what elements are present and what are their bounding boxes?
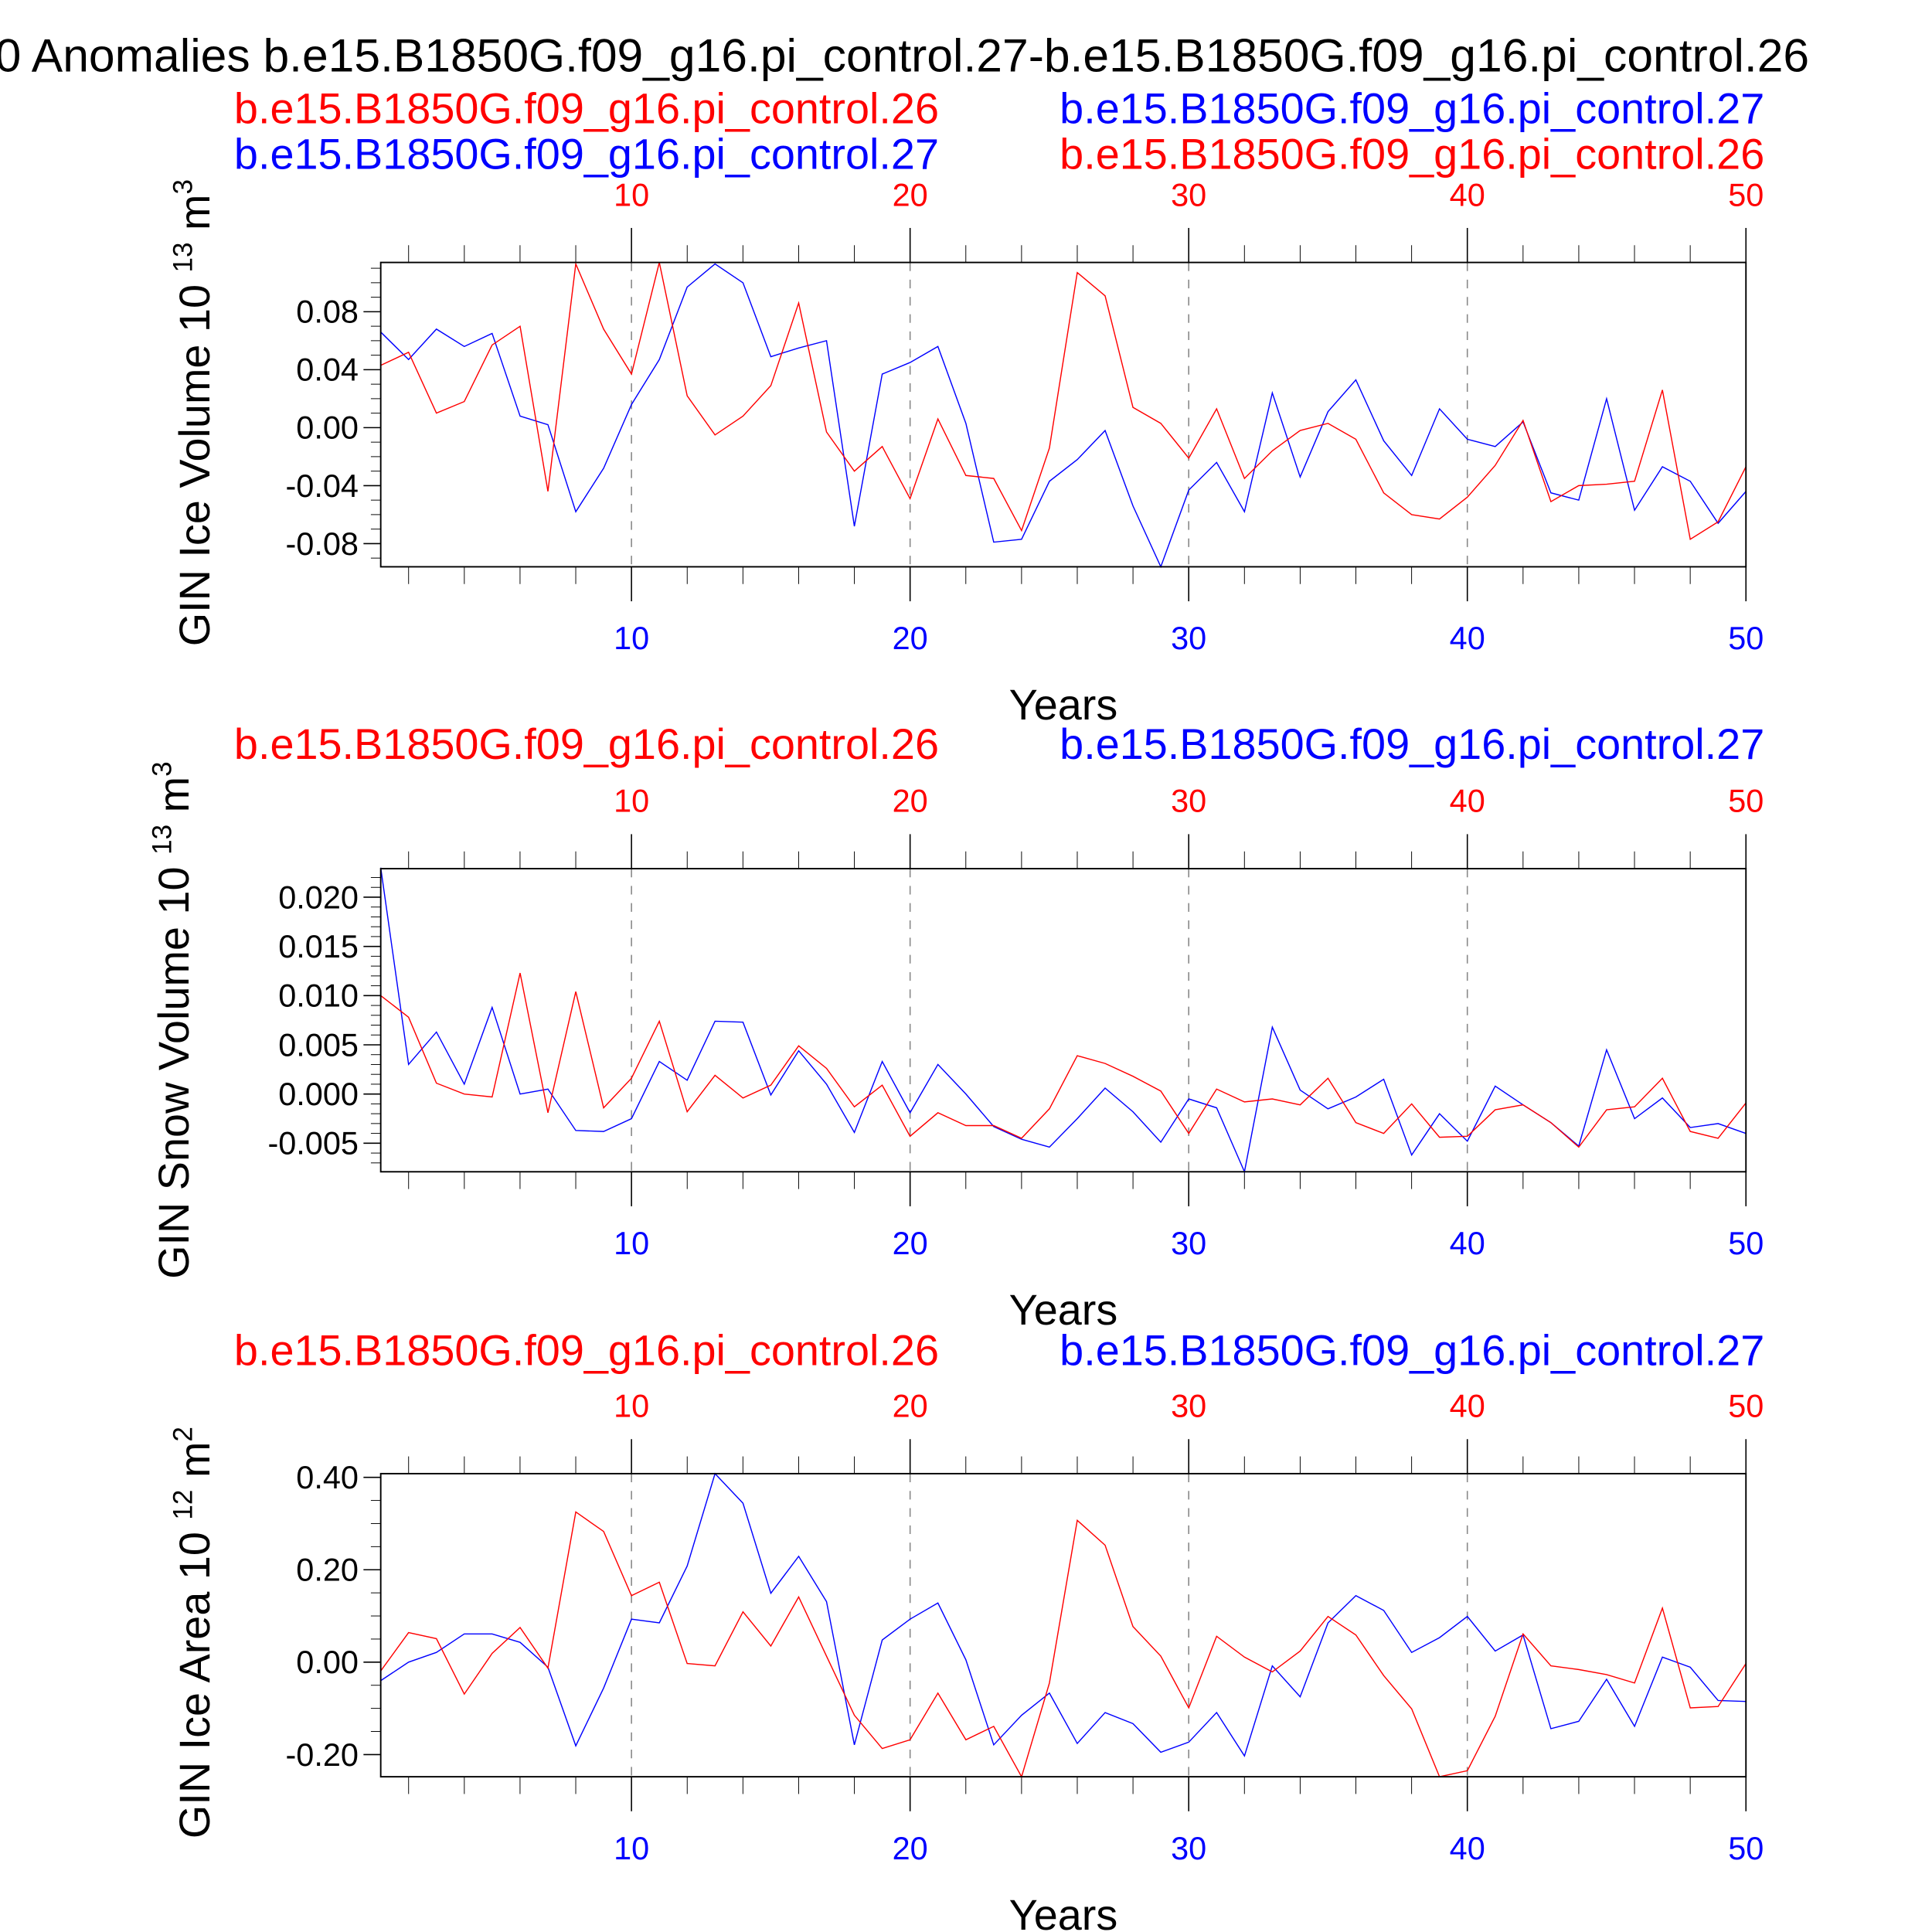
x-tick-label-top: 10 (614, 1388, 649, 1424)
x-tick-label-top: 30 (1171, 783, 1206, 819)
x-tick-label-bottom: 30 (1171, 620, 1206, 656)
y-axis-label: GIN Ice Area 10 12 m2 (168, 1427, 219, 1838)
x-tick-label-bottom: 20 (893, 1225, 928, 1261)
x-tick-label-bottom: 20 (893, 1830, 928, 1866)
x-tick-label-top: 50 (1728, 1388, 1764, 1424)
x-tick-label-top: 30 (1171, 176, 1206, 213)
x-axis-label: Years (1009, 1285, 1118, 1334)
y-tick-label: 0.020 (278, 879, 359, 915)
y-tick-label: 0.40 (296, 1459, 359, 1495)
x-tick-label-bottom: 10 (614, 1225, 649, 1261)
series-line-red (380, 1511, 1747, 1778)
plot-frame (379, 1472, 1747, 1778)
y-tick-label: 0.08 (296, 294, 359, 330)
run-label-lower-left: b.e15.B1850G.f09_g16.pi_control.27 (234, 129, 939, 178)
y-tick-label: -0.005 (267, 1125, 358, 1162)
y-tick-label: -0.04 (286, 468, 359, 504)
x-tick-label-bottom: 40 (1450, 620, 1485, 656)
series-line-blue (379, 867, 1747, 1174)
x-axis-label: Years (1009, 1890, 1118, 1932)
x-tick-label-bottom: 40 (1450, 1830, 1485, 1866)
y-tick-label: 0.005 (278, 1026, 359, 1063)
y-tick-label: 0.20 (296, 1552, 359, 1588)
x-tick-label-top: 10 (614, 783, 649, 819)
x-tick-label-bottom: 10 (614, 1830, 649, 1866)
run-label-upper-left: b.e15.B1850G.f09_g16.pi_control.26 (234, 83, 939, 132)
y-tick-label: 0.00 (296, 410, 359, 446)
panel-3: -0.20 0.00 0.20 0.40 10 10 20 20 30 30 40 40 50 50 Yea… (168, 1326, 1765, 1932)
x-tick-label-top: 30 (1171, 1388, 1206, 1424)
series-line-blue (380, 263, 1747, 569)
x-tick-label-bottom: 30 (1171, 1225, 1206, 1261)
x-tick-label-top: 20 (893, 176, 928, 213)
figure-title: 0 Anomalies b.e15.B1850G.f09_g16.pi_cont… (0, 29, 1809, 81)
panel-1: -0.08 -0.04 0.00 0.04 0.08 10 10 20 20 30 30 40 40 50… (168, 83, 1765, 729)
run-label-upper-right: b.e15.B1850G.f09_g16.pi_control.27 (1060, 83, 1764, 132)
series-line-red (380, 261, 1747, 541)
y-tick-label: 0.015 (278, 928, 359, 964)
x-tick-label-bottom: 50 (1728, 1830, 1764, 1866)
panel-2: -0.005 0.000 0.005 0.010 0.015 0.020 10 10 20 20 3… (148, 719, 1765, 1334)
run-label-upper-left: b.e15.B1850G.f09_g16.pi_control.26 (234, 1326, 939, 1375)
x-tick-label-top: 40 (1450, 176, 1485, 213)
y-axis-label: GIN Snow Volume 10 13 m3 (148, 761, 198, 1278)
x-tick-label-bottom: 30 (1171, 1830, 1206, 1866)
x-axis-label: Years (1009, 680, 1118, 729)
x-tick-label-top: 50 (1728, 783, 1764, 819)
y-tick-label: -0.08 (286, 526, 359, 562)
run-label-upper-right: b.e15.B1850G.f09_g16.pi_control.27 (1060, 1326, 1764, 1375)
y-axis-label: GIN Ice Volume 10 13 m3 (168, 179, 219, 646)
y-tick-label: 0.00 (296, 1644, 359, 1680)
x-tick-label-top: 40 (1450, 783, 1485, 819)
run-label-upper-left: b.e15.B1850G.f09_g16.pi_control.26 (234, 719, 939, 768)
x-tick-label-top: 20 (893, 783, 928, 819)
run-label-lower-right: b.e15.B1850G.f09_g16.pi_control.26 (1060, 129, 1764, 178)
x-tick-label-top: 20 (893, 1388, 928, 1424)
x-tick-label-bottom: 50 (1728, 620, 1764, 656)
x-tick-label-bottom: 20 (893, 620, 928, 656)
x-tick-label-top: 50 (1728, 176, 1764, 213)
x-tick-label-bottom: 10 (614, 620, 649, 656)
run-label-upper-right: b.e15.B1850G.f09_g16.pi_control.27 (1060, 719, 1764, 768)
x-tick-label-top: 40 (1450, 1388, 1485, 1424)
plot-frame (379, 868, 1747, 1173)
series-line-red (380, 972, 1747, 1148)
y-tick-label: 0.010 (278, 978, 359, 1014)
x-tick-label-bottom: 40 (1450, 1225, 1485, 1261)
y-tick-label: 0.04 (296, 352, 359, 388)
plot-frame (379, 261, 1747, 568)
y-tick-label: 0.000 (278, 1076, 359, 1112)
y-tick-label: -0.20 (286, 1736, 359, 1773)
x-tick-label-top: 10 (614, 176, 649, 213)
series-line-blue (380, 1472, 1747, 1757)
x-tick-label-bottom: 50 (1728, 1225, 1764, 1261)
